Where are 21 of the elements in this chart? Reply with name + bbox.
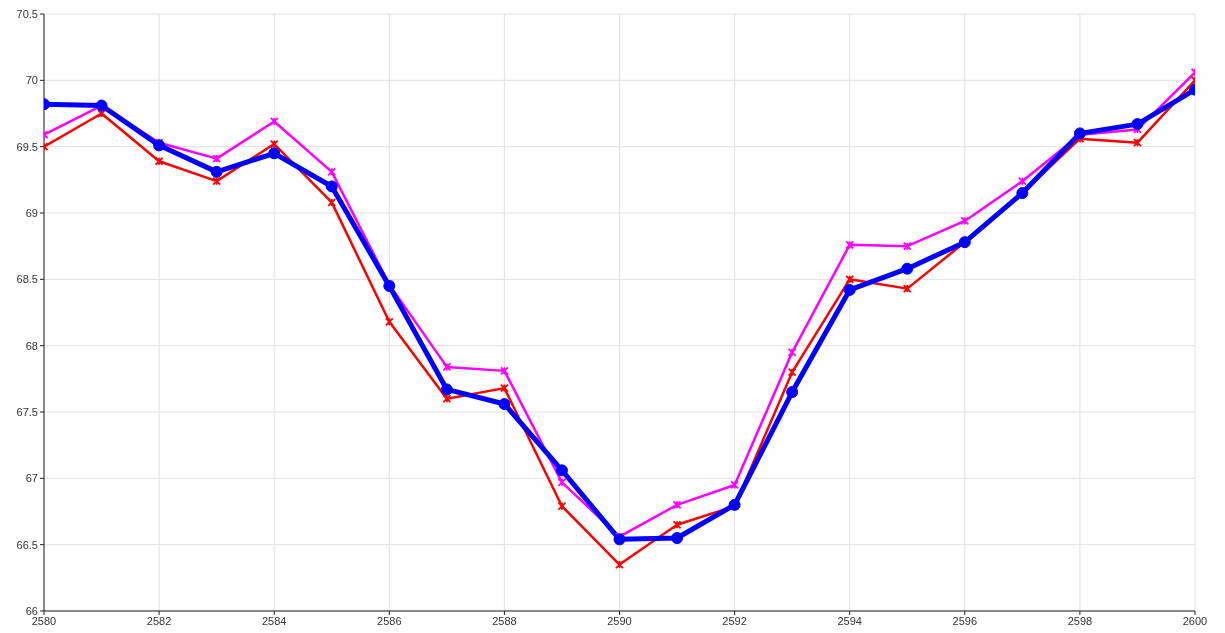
x-tick-label: 2590 <box>607 614 632 627</box>
y-tick-label: 70.5 <box>16 7 38 20</box>
x-tick-label: 2598 <box>1067 614 1093 627</box>
x-tick-label: 2588 <box>492 614 517 627</box>
y-tick-label: 66 <box>25 604 38 617</box>
y-tick-label: 67.5 <box>16 405 38 418</box>
y-tick-label: 68 <box>25 339 38 352</box>
y-tick-label: 68.5 <box>16 273 38 286</box>
y-tick-label: 70 <box>25 74 38 87</box>
x-tick-label: 2600 <box>1182 614 1208 627</box>
x-tick-label: 2594 <box>837 614 862 627</box>
y-tick-label: 69 <box>25 206 38 219</box>
y-tick-label: 66.5 <box>16 538 38 551</box>
y-tick-label: 67 <box>25 472 38 485</box>
x-tick-label: 2596 <box>952 614 978 627</box>
x-tick-label: 2580 <box>31 614 57 627</box>
x-tick-label: 2584 <box>261 614 287 627</box>
x-tick-label: 2582 <box>146 614 172 627</box>
y-tick-label: 69.5 <box>16 140 38 153</box>
x-tick-label: 2586 <box>377 614 402 627</box>
x-tick-label: 2592 <box>722 614 747 627</box>
